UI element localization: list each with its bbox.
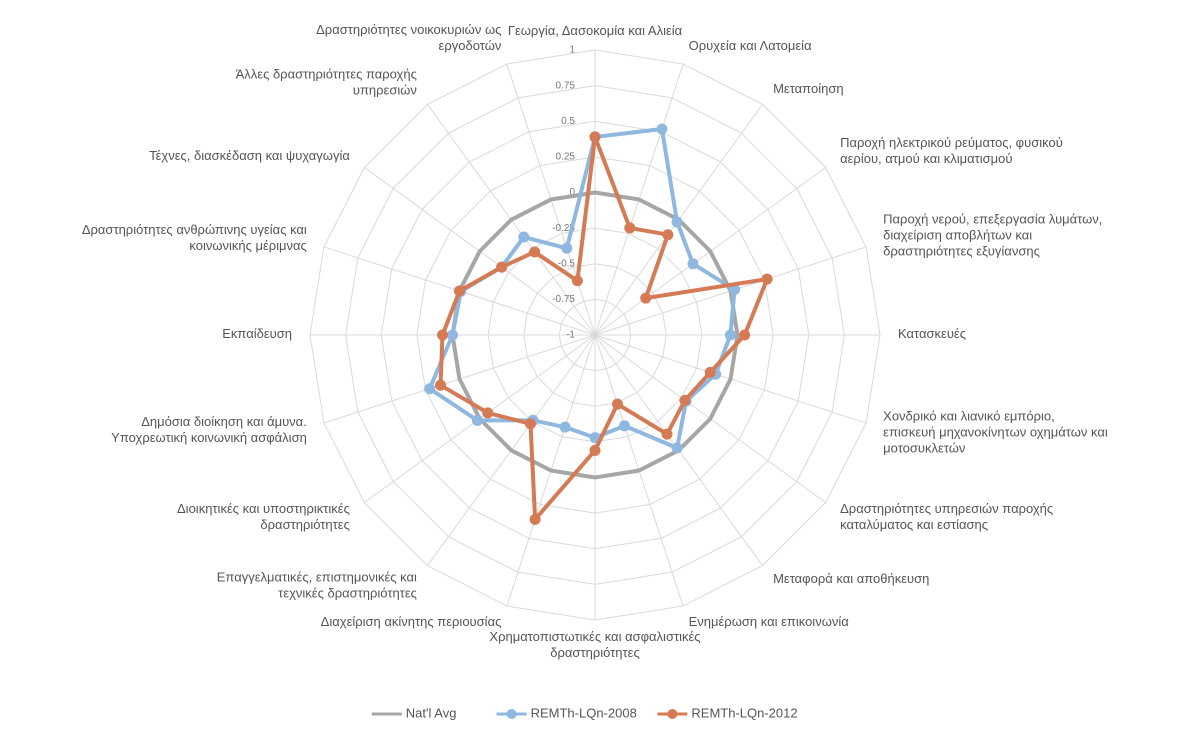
point [447, 329, 458, 341]
category-label: Μεταποίηση [773, 81, 843, 96]
r-tick-label: 0.75 [556, 80, 576, 91]
category-label: Χονδρικό και λιανικό εμπόριο, επισκευή μη… [883, 409, 1108, 456]
category-label: Δραστηριότητες υπηρεσιών παροχής καταλύμα… [840, 501, 1053, 532]
r-tick-label: -1 [566, 330, 575, 341]
category-label: Δραστηριότητες νοικοκυριών ως εργοδοτών [316, 23, 501, 54]
point [482, 407, 494, 419]
legend-marker [506, 709, 517, 719]
point [739, 329, 751, 341]
series-line [450, 190, 740, 480]
category-label: Παροχή νερού, επεξεργασία λυμάτων, διαχεί… [883, 212, 1102, 259]
category-label: Διαχείριση ακίνητης περιουσίας [321, 615, 502, 630]
r-tick-label: -0.5 [558, 258, 576, 269]
category-label: Εκπαίδευση [222, 326, 292, 341]
category-label: Τέχνες, διασκέδαση και ψυχαγωγία [149, 148, 350, 163]
point [619, 420, 631, 432]
point [589, 131, 601, 143]
category-label: Ενημέρωση και επικοινωνία [689, 615, 850, 630]
category-label: Ορυχεία και Λατομεία [689, 38, 812, 53]
r-tick-label: 1 [569, 45, 575, 56]
category-label: Διοικητικές και υποστηρικτικές δραστηριότ… [177, 501, 350, 532]
point [571, 275, 583, 287]
point [561, 242, 573, 254]
legend-label: Nat'l Avg [406, 705, 457, 720]
point [656, 123, 668, 135]
point [640, 292, 652, 304]
category-label: Κατασκευές [898, 326, 966, 341]
legend-label: REMTh-LQn-2008 [531, 705, 637, 720]
r-tick-label: 0 [569, 187, 575, 198]
point [424, 383, 436, 395]
point [435, 379, 447, 391]
legend-label: REMTh-LQn-2012 [691, 705, 797, 720]
point [453, 285, 465, 297]
point [559, 421, 571, 433]
r-tick-label: -0.75 [552, 294, 575, 305]
point [661, 428, 673, 440]
point [529, 513, 541, 525]
category-label: Επαγγελματικές, επιστημονικές και τεχνικέ… [217, 570, 417, 601]
point [671, 442, 683, 454]
point [525, 418, 537, 430]
category-label: Δραστηριότητες ανθρώπινης υγείας και κοιν… [82, 222, 307, 253]
point [518, 231, 530, 243]
point [529, 246, 541, 258]
legend-marker [667, 709, 678, 719]
category-label: Μεταφορά και αποθήκευση [773, 572, 929, 587]
point [437, 329, 449, 341]
point [471, 414, 483, 426]
category-label: Γεωργία, Δασοκομία και Αλιεία [508, 23, 683, 38]
category-label: Άλλες δραστηριότητες παροχής υπηρεσιών [236, 67, 417, 98]
point [724, 329, 736, 341]
point [687, 258, 699, 270]
r-tick-label: 0.5 [561, 116, 575, 127]
point [679, 394, 691, 406]
category-label: Παροχή ηλεκτρικού ρεύματος, φυσικού αερίο… [840, 136, 1063, 167]
r-tick-label: -0.25 [552, 223, 575, 234]
point [704, 366, 716, 378]
point [589, 444, 601, 456]
category-label: Δημόσια διοίκηση και άμυνα. Υποχρεωτική κ… [111, 415, 307, 446]
point [671, 216, 683, 228]
point [496, 261, 508, 273]
point [761, 273, 773, 285]
point [662, 229, 674, 241]
point [611, 398, 623, 410]
category-label: Χρηματοπιστωτικές και ασφαλιστικές δραστη… [489, 629, 700, 660]
point [729, 284, 741, 296]
r-tick-label: 0.25 [556, 152, 576, 163]
point [624, 222, 636, 234]
